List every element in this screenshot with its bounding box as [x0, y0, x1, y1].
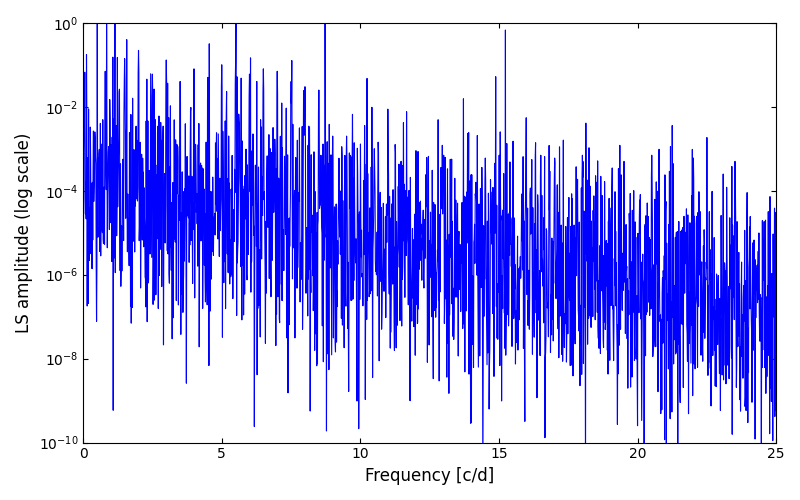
Y-axis label: LS amplitude (log scale): LS amplitude (log scale): [15, 132, 33, 333]
X-axis label: Frequency [c/d]: Frequency [c/d]: [365, 467, 494, 485]
